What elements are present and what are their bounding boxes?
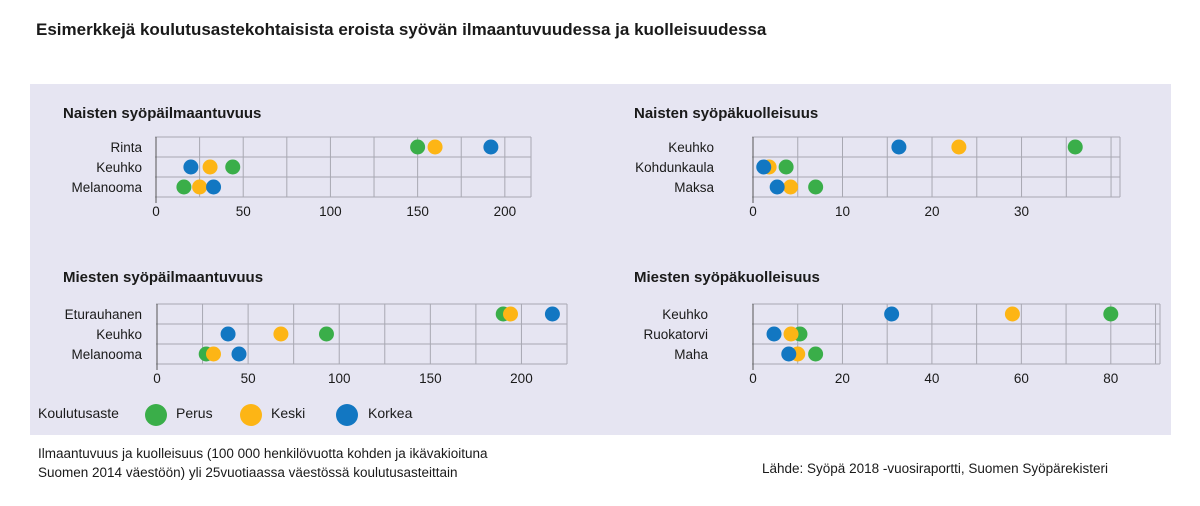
legend-keski-label: Keski	[271, 405, 306, 421]
panel3-tick-label: 200	[510, 371, 533, 386]
panel2-category-label: Maksa	[674, 180, 714, 195]
panel3-tick-label: 50	[241, 371, 256, 386]
panel3-point-korkea	[231, 346, 247, 362]
panel3-point-keski	[273, 326, 289, 342]
panel1-point-keski	[427, 139, 443, 155]
source-note: Lähde: Syöpä 2018 -vuosiraportti, Suomen…	[762, 461, 1108, 476]
panel4-point-korkea	[884, 306, 900, 322]
chart-title: Esimerkkejä koulutusastekohtaisista eroi…	[36, 20, 767, 39]
panel4-category-label: Ruokatorvi	[643, 327, 708, 342]
panel4-tick-label: 60	[1014, 371, 1029, 386]
panel1-category-label: Rinta	[110, 140, 142, 155]
panel4-point-korkea	[766, 326, 782, 342]
panel3-category-label: Melanooma	[71, 347, 142, 362]
panel1-point-korkea	[206, 179, 222, 195]
panel2-tick-label: 20	[925, 204, 940, 219]
panel4-category-label: Maha	[674, 347, 708, 362]
panel4-point-korkea	[781, 346, 797, 362]
panel2-point-korkea	[891, 139, 907, 155]
panel2-category-label: Kohdunkaula	[635, 160, 714, 175]
panel1-tick-label: 100	[319, 204, 342, 219]
panel4-point-keski	[783, 326, 799, 342]
legend-keski-marker	[240, 404, 262, 426]
panel3-point-korkea	[544, 306, 560, 322]
panel3-point-keski	[503, 306, 519, 322]
legend-korkea-label: Korkea	[368, 405, 413, 421]
legend-korkea-marker	[336, 404, 358, 426]
panel3-tick-label: 100	[328, 371, 351, 386]
panel1-tick-label: 0	[152, 204, 160, 219]
panel2-point-korkea	[769, 179, 785, 195]
footnote: Ilmaantuvuus ja kuolleisuus (100 000 hen…	[38, 444, 598, 482]
panel4-point-perus	[1103, 306, 1119, 322]
footnote-line-1: Ilmaantuvuus ja kuolleisuus (100 000 hen…	[38, 446, 488, 461]
panel4-tick-label: 0	[749, 371, 757, 386]
panel4-tick-label: 80	[1103, 371, 1118, 386]
panel2-point-perus	[778, 159, 794, 175]
panel1-point-keski	[192, 179, 208, 195]
panel4-tick-label: 40	[924, 371, 939, 386]
panel3-category-label: Keuhko	[96, 327, 142, 342]
panel1-point-korkea	[183, 159, 199, 175]
panel3-title: Miesten syöpäilmaantuvuus	[63, 269, 263, 286]
panel1-point-perus	[225, 159, 241, 175]
panel2-point-perus	[1067, 139, 1083, 155]
panel4-point-perus	[808, 346, 824, 362]
panel2-tick-label: 30	[1014, 204, 1029, 219]
panel1-tick-label: 150	[406, 204, 429, 219]
panel3-category-label: Eturauhanen	[65, 307, 142, 322]
panel1-category-label: Melanooma	[71, 180, 142, 195]
panel3-tick-label: 150	[419, 371, 442, 386]
panel3-point-keski	[205, 346, 221, 362]
panel4-point-keski	[1004, 306, 1020, 322]
panel1-category-label: Keuhko	[96, 160, 142, 175]
chart-panel-background	[30, 84, 1171, 435]
panel4-category-label: Keuhko	[662, 307, 708, 322]
panel2-tick-label: 10	[835, 204, 850, 219]
panel1-point-perus	[410, 139, 426, 155]
panel4-title: Miesten syöpäkuolleisuus	[634, 269, 820, 286]
panel1-point-korkea	[483, 139, 499, 155]
panel1-tick-label: 50	[236, 204, 251, 219]
footnote-line-2: Suomen 2014 väestöön) yli 25vuotiaassa v…	[38, 465, 458, 480]
panel1-tick-label: 200	[494, 204, 517, 219]
legend-perus-marker	[145, 404, 167, 426]
panel4-tick-label: 20	[835, 371, 850, 386]
panel2-point-perus	[808, 179, 824, 195]
panel1-title: Naisten syöpäilmaantuvuus	[63, 105, 261, 122]
legend-perus-label: Perus	[176, 405, 213, 421]
panel1-point-keski	[202, 159, 218, 175]
panel3-point-perus	[318, 326, 334, 342]
panel3-point-korkea	[220, 326, 236, 342]
panel1-point-perus	[176, 179, 192, 195]
panel3-tick-label: 0	[153, 371, 161, 386]
panel2-tick-label: 0	[749, 204, 757, 219]
panel2-category-label: Keuhko	[668, 140, 714, 155]
panel2-title: Naisten syöpäkuolleisuus	[634, 105, 818, 122]
panel2-point-keski	[783, 179, 799, 195]
legend-title: Koulutusaste	[38, 405, 119, 421]
panel2-point-keski	[951, 139, 967, 155]
panel2-point-korkea	[756, 159, 772, 175]
